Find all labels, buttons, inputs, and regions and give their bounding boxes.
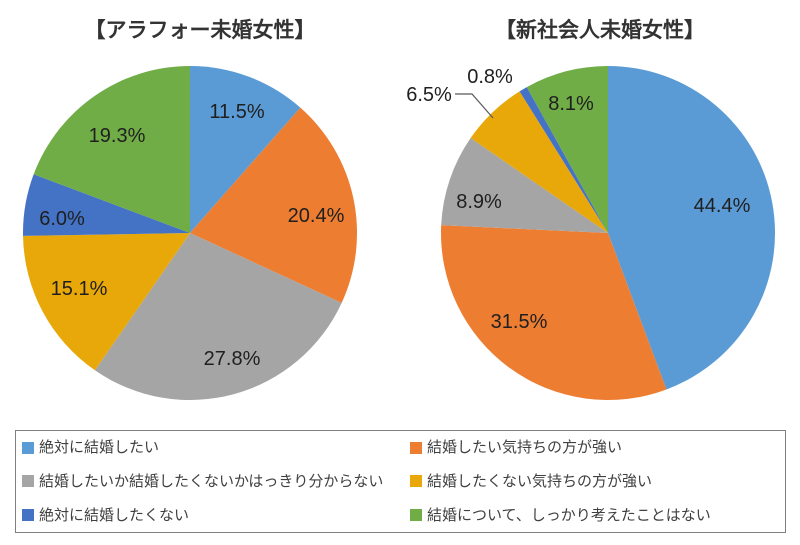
legend-item: 結婚したくない気持ちの方が強い (404, 474, 785, 489)
legend-swatch-icon (410, 509, 422, 522)
label-leader-line (455, 93, 494, 119)
pie-slice (608, 66, 776, 390)
legend-swatch-icon (410, 475, 422, 488)
pie-data-label: 11.5% (209, 101, 264, 123)
legend-label: 結婚したいか結婚したくないかはっきり分からない (39, 472, 384, 490)
chart-title-left: 【アラフォー未婚女性】 (84, 19, 316, 42)
pie-data-label: 19.3% (89, 125, 146, 147)
pie-slice (470, 91, 608, 233)
pie-svg-left: 11.5% 20.4% 27.8% 15.1% 6.0% 19.3% (22, 66, 358, 400)
pie-data-label: 8.1% (548, 93, 594, 115)
pie-data-label: 8.9% (456, 191, 502, 213)
pie-data-label: 31.5% (491, 311, 548, 333)
legend-swatch-icon (22, 441, 34, 454)
legend-label: 絶対に結婚したい (39, 439, 160, 457)
pie-slice (441, 138, 608, 233)
pie-slice (190, 66, 301, 233)
pie-slice (33, 66, 190, 233)
legend-swatch-icon (410, 441, 422, 454)
pie-slice (526, 66, 608, 233)
legend-item: 絶対に結婚したくない (16, 508, 404, 523)
pie-data-label: 44.4% (694, 195, 751, 217)
pie-slice (94, 233, 342, 400)
legend-item: 絶対に結婚したい (16, 440, 404, 455)
legend-label: 結婚したくない気持ちの方が強い (427, 472, 653, 490)
legend-label: 絶対に結婚したくない (39, 506, 190, 524)
chart-title-right: 【新社会人未婚女性】 (495, 19, 705, 42)
pie-slice (22, 174, 190, 236)
pie-slice (440, 225, 667, 401)
pie-slice (190, 107, 358, 303)
legend-label: 結婚について、しっかり考えたことはない (427, 506, 711, 524)
pie-slice (519, 87, 608, 233)
legend-item: 結婚したい気持ちの方が強い (404, 440, 785, 455)
pie-svg-right: 44.4% 31.5% 8.9% 6.5% 0.8% 8.1% (406, 66, 776, 401)
pie-chart-shinshakaijin: 【新社会人未婚女性】 44.4% 31.5% 8.9% 6.5% 0.8% 8.1% (400, 0, 800, 418)
pie-data-label: 15.1% (51, 278, 108, 300)
legend-label: 結婚したい気持ちの方が強い (427, 439, 623, 457)
legend-item: 結婚したいか結婚したくないかはっきり分からない (16, 474, 404, 489)
pie-chart-arafo: 【アラフォー未婚女性】 11.5% 20.4% 27.8% 15.1% 6.0% 19.3… (0, 0, 400, 418)
pie-data-label: 6.0% (39, 208, 85, 230)
legend-swatch-icon (22, 509, 34, 522)
legend-swatch-icon (22, 475, 34, 488)
legend-item: 結婚について、しっかり考えたことはない (404, 508, 785, 523)
pie-data-label: 20.4% (288, 205, 345, 227)
legend-box: 絶対に結婚したい 結婚したい気持ちの方が強い結婚したいか結婚したくないかはっきり分… (15, 430, 786, 533)
pie-data-label: 0.8% (467, 66, 513, 88)
pie-data-label: 6.5% (406, 84, 452, 106)
pie-slice (23, 233, 190, 371)
pie-data-label: 27.8% (204, 348, 261, 370)
